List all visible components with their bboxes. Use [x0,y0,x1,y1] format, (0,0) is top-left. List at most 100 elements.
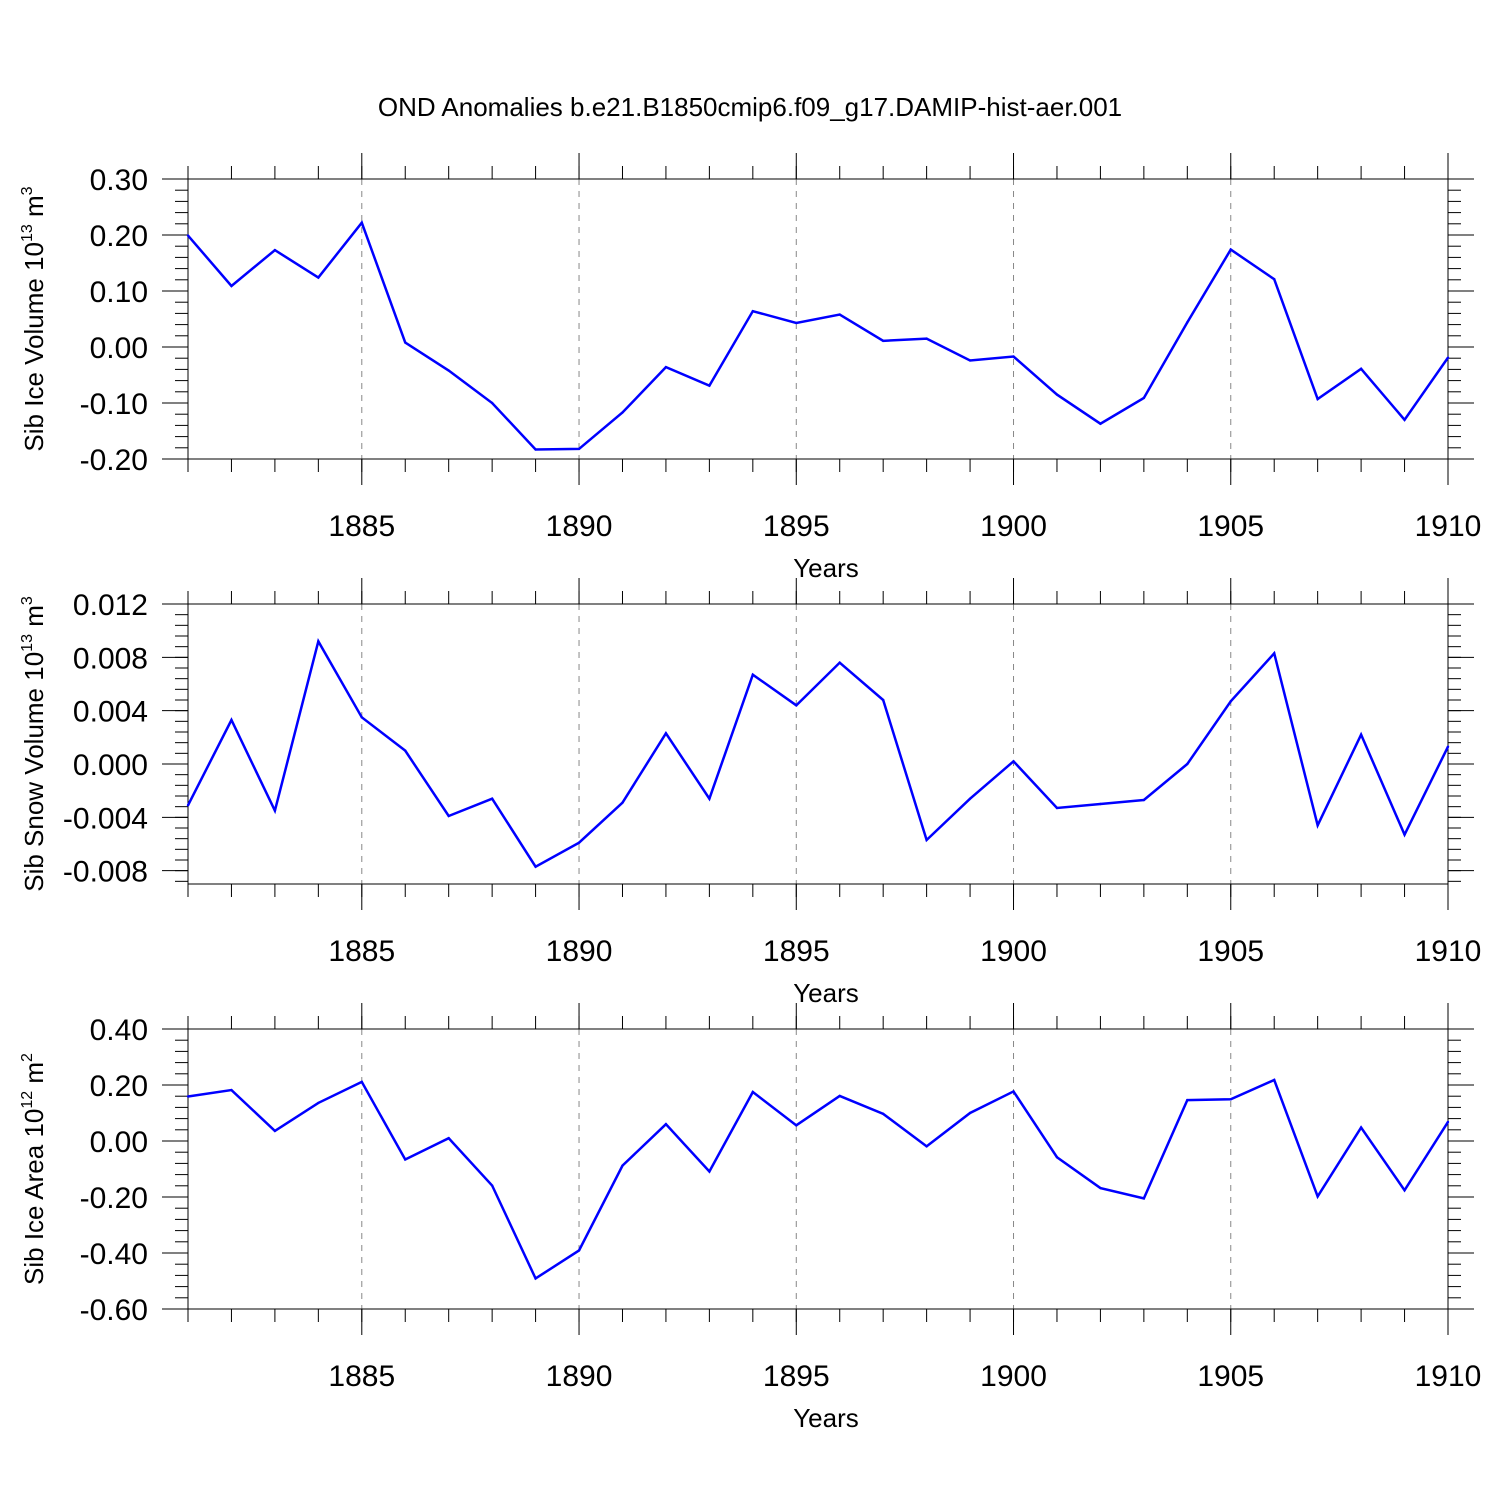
data-point [881,339,885,343]
x-tick-label: 1890 [546,1360,613,1393]
x-axis-label: Years [793,553,859,583]
data-point [490,797,494,800]
data-point [1359,367,1363,371]
y-tick-label: 0.000 [73,749,148,782]
x-tick-label: 1905 [1197,510,1264,543]
y-axis-label: Sib Ice Volume 1013 m3 [19,186,49,451]
x-tick-label: 1905 [1197,935,1264,968]
data-point [1359,733,1363,736]
y-tick-label: 0.012 [73,589,148,622]
data-point [1012,760,1015,763]
y-tick-label: 0.00 [90,1126,148,1159]
x-tick-label: 1885 [328,935,395,968]
data-point [317,640,320,643]
y-tick-label: -0.008 [63,856,148,889]
y-tick-label: -0.20 [80,444,148,477]
data-point [881,698,885,702]
data-point [1403,1189,1406,1192]
data-point [925,337,928,340]
chart-panel-2: 0.012 0.008 0.004 0.000 -0.004 -0.008 1885 1890… [19,578,1481,1008]
y-tick-label: 0.008 [73,642,148,675]
x-tick-label: 1910 [1415,510,1482,543]
data-point [621,801,624,804]
data-point [968,797,972,800]
data-point [186,1095,190,1098]
series-line [186,638,1450,869]
data-point [1186,762,1189,766]
y-axis-label: Sib Snow Volume 1013 m3 [19,596,49,892]
data-point [490,401,494,405]
data-point [925,1145,928,1148]
x-tick-label: 1910 [1415,935,1482,968]
y-tick-label: -0.004 [63,802,148,835]
data-point [795,321,798,325]
data-point [1186,1098,1189,1102]
y-tick-label: 0.20 [90,1070,148,1103]
y-tick-label: -0.40 [80,1238,148,1271]
data-point [534,1277,537,1280]
data-point [1055,1156,1059,1159]
data-point [1229,700,1232,703]
y-tick-label: -0.60 [80,1294,148,1327]
data-point [1142,396,1146,400]
panels: 0.30 0.20 0.10 0.00 -0.10 -0.20 1885 1890 1895 19… [19,153,1481,1433]
data-point [1316,397,1319,401]
data-point [1316,1195,1319,1198]
data-point [273,248,277,252]
x-tick-label: 1885 [328,1360,395,1393]
data-point [534,448,537,451]
series-line [187,1078,1450,1281]
data-point [404,749,407,752]
y-tick-label: 0.30 [90,164,148,197]
data-point [360,716,363,719]
data-point [708,797,711,800]
data-point [1142,1197,1146,1200]
x-tick-label: 1895 [763,1360,830,1393]
data-point [534,865,537,868]
data-point [577,447,581,451]
plot-frame [187,178,1449,460]
x-axis-label: Years [793,1403,859,1433]
y-tick-label: 0.20 [90,220,148,253]
y-tick-label: 0.004 [73,696,148,729]
data-point [1446,745,1450,748]
data-point [708,1170,711,1173]
data-point [577,1249,581,1252]
x-tick-label: 1890 [546,935,613,968]
data-point [881,1112,885,1116]
data-point [1055,806,1059,810]
data-point [273,809,277,812]
data-point [1142,798,1146,802]
data-point [1273,652,1276,655]
data-point [751,1090,755,1094]
data-point [1229,248,1232,251]
data-point [1273,1078,1276,1082]
data-point [968,1111,972,1115]
data-point [1446,1120,1450,1124]
data-point [1099,1186,1102,1190]
data-point [186,234,190,237]
x-tick-label: 1885 [328,510,395,543]
data-point [968,359,972,362]
y-tick-label: -0.10 [80,388,148,421]
x-tick-label: 1900 [980,510,1047,543]
data-point [1403,418,1406,421]
data-point [664,365,668,369]
data-point [230,284,233,288]
data-point [1446,356,1450,359]
plot-frame [187,1028,1449,1310]
data-point [1403,833,1406,836]
data-point [1229,1098,1232,1101]
x-tick-label: 1905 [1197,1360,1264,1393]
y-tick-label: 0.10 [90,276,148,309]
chart-panel-3: 0.40 0.20 0.00 -0.20 -0.40 -0.60 1885 1890 1895 1… [19,1003,1481,1433]
plot-frame [187,603,1449,885]
data-point [317,1101,320,1105]
data-point [838,313,841,316]
data-point [577,841,581,844]
data-point [1099,422,1102,425]
data-point [1273,278,1276,281]
data-point [1099,802,1102,806]
data-point [230,1088,233,1092]
